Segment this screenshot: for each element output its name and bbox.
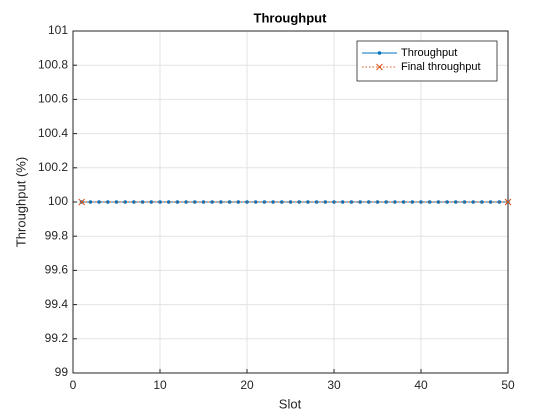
data-point — [219, 200, 223, 204]
legend-box — [356, 40, 498, 82]
y-tick-label: 100.8 — [38, 57, 68, 71]
legend-label: Throughput — [401, 47, 457, 59]
y-tick-label: 101 — [48, 23, 68, 37]
data-point — [419, 200, 423, 204]
y-tick-label: 100.4 — [38, 126, 68, 140]
x-tick-label: 20 — [240, 378, 254, 392]
data-point — [114, 200, 119, 204]
data-point — [271, 200, 275, 204]
y-tick-label: 99.2 — [45, 331, 69, 345]
data-point — [358, 200, 362, 204]
x-tick-label: 50 — [501, 378, 515, 392]
data-point — [149, 200, 154, 204]
legend-label: Final throughput — [401, 61, 481, 73]
data-point — [132, 200, 136, 204]
data-point — [201, 200, 206, 204]
data-point — [488, 200, 493, 204]
data-point — [253, 200, 258, 204]
data-point — [97, 200, 101, 204]
y-tick-label: 99.6 — [45, 263, 69, 277]
data-point — [436, 200, 441, 204]
y-tick-label: 100.6 — [38, 92, 68, 106]
y-tick-label: 99.8 — [45, 228, 69, 242]
y-axis-label: Throughput (%) — [13, 157, 28, 247]
data-point — [106, 200, 110, 204]
data-point — [504, 198, 512, 206]
data-point — [410, 200, 415, 204]
data-point — [184, 200, 188, 204]
data-point — [454, 200, 458, 204]
y-tick-label: 100.2 — [38, 160, 68, 174]
x-tick-label: 0 — [70, 378, 77, 392]
y-tick-label: 99.4 — [45, 297, 69, 311]
x-tick-label: 40 — [414, 378, 428, 392]
y-tick-label: 100 — [48, 194, 68, 208]
data-point — [375, 200, 380, 204]
legend-marker — [377, 51, 382, 55]
x-axis-label: Slot — [279, 396, 302, 411]
legend-marker — [376, 63, 383, 71]
data-point — [78, 198, 86, 206]
data-point — [288, 200, 293, 204]
x-tick-label: 10 — [153, 378, 167, 392]
data-point — [236, 200, 241, 204]
data-point — [471, 200, 476, 204]
data-point — [323, 200, 328, 204]
data-point — [88, 200, 93, 204]
data-point — [401, 200, 406, 204]
data-point — [393, 200, 397, 204]
y-tick-label: 99 — [55, 365, 69, 379]
data-point — [306, 200, 310, 204]
data-point — [340, 200, 345, 204]
data-point — [166, 200, 171, 204]
chart-title: Throughput — [254, 10, 328, 25]
x-tick-label: 30 — [327, 378, 341, 392]
